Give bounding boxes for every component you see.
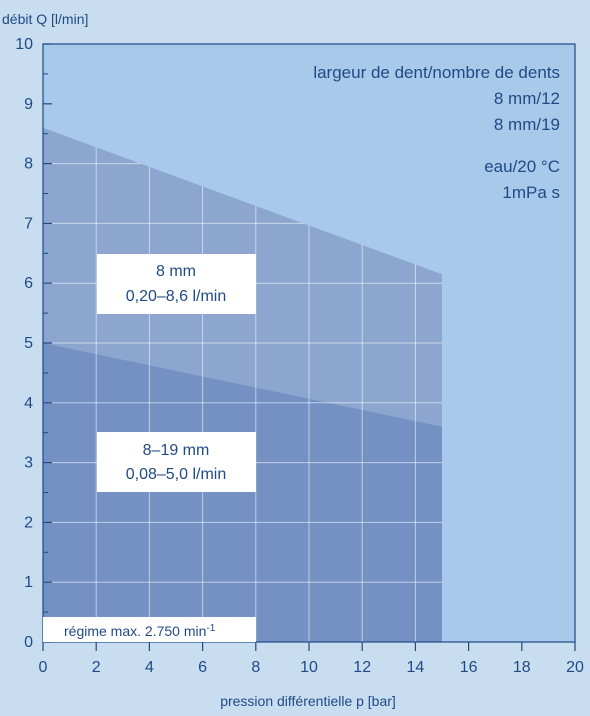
label-8mm-range: 0,20–8,6 l/min xyxy=(126,288,227,305)
legend: largeur de dent/nombre de dents 8 mm/12 … xyxy=(313,63,560,202)
footnote-box-bg xyxy=(43,617,256,642)
label-box-8mm: 8 mm 0,20–8,6 l/min xyxy=(97,254,256,314)
legend-line-2: 8 mm/19 xyxy=(494,115,560,134)
x-tick-label: 2 xyxy=(92,659,101,676)
y-tick-label: 0 xyxy=(24,634,33,651)
y-tick-label: 9 xyxy=(24,96,33,113)
label-box-8-19mm-bg xyxy=(97,432,256,492)
x-tick-label: 12 xyxy=(353,659,371,676)
y-tick-label: 2 xyxy=(24,514,33,531)
y-tick-label: 5 xyxy=(24,335,33,352)
x-tick-label: 0 xyxy=(39,659,48,676)
footnote-superscript: -1 xyxy=(206,623,215,634)
x-axis-title: pression différentielle p [bar] xyxy=(220,693,396,709)
y-tick-label: 8 xyxy=(24,156,33,173)
footnote-box: régime max. 2.750 min-1 xyxy=(43,617,256,642)
y-tick-label: 7 xyxy=(24,215,33,232)
y-tick-label: 1 xyxy=(24,574,33,591)
x-tick-label: 18 xyxy=(513,659,531,676)
y-tick-label: 10 xyxy=(15,36,33,53)
label-box-8-19mm: 8–19 mm 0,08–5,0 l/min xyxy=(97,432,256,492)
legend-header: largeur de dent/nombre de dents xyxy=(313,63,560,82)
x-tick-label: 6 xyxy=(198,659,207,676)
x-tick-label: 20 xyxy=(566,659,584,676)
footnote-main: régime max. 2.750 min xyxy=(64,623,206,639)
legend-viscosity: 1mPa s xyxy=(502,183,560,202)
x-tick-label: 4 xyxy=(145,659,154,676)
y-tick-label: 3 xyxy=(24,455,33,472)
x-tick-label: 16 xyxy=(460,659,478,676)
legend-line-1: 8 mm/12 xyxy=(494,89,560,108)
label-8mm-name: 8 mm xyxy=(156,263,196,280)
series-area-8-19mm xyxy=(43,343,442,642)
x-tick-label: 14 xyxy=(407,659,425,676)
y-axis-title: débit Q [l/min] xyxy=(2,11,88,27)
y-tick-label: 6 xyxy=(24,275,33,292)
x-tick-label: 10 xyxy=(300,659,318,676)
legend-medium: eau/20 °C xyxy=(484,157,560,176)
footnote-text: régime max. 2.750 min-1 xyxy=(64,623,216,639)
x-tick-label: 8 xyxy=(251,659,260,676)
y-tick-label: 4 xyxy=(24,395,33,412)
label-8-19mm-name: 8–19 mm xyxy=(143,442,210,459)
label-8-19mm-range: 0,08–5,0 l/min xyxy=(126,466,227,483)
label-box-8mm-bg xyxy=(97,254,256,314)
